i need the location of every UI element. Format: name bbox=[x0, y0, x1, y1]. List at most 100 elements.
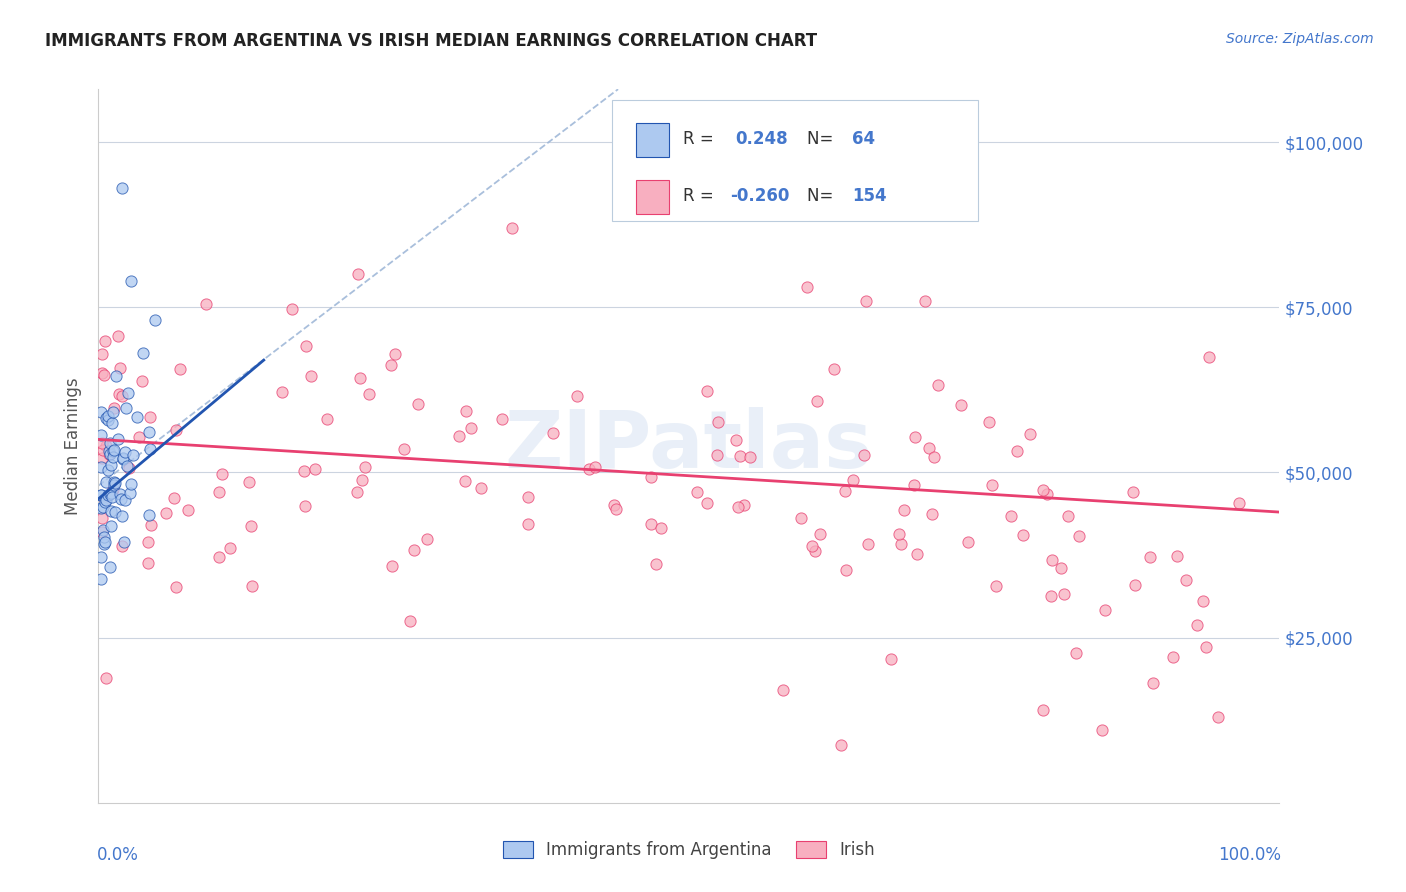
Point bbox=[128, 430, 150, 444]
Point bbox=[111, 389, 134, 403]
Point bbox=[1007, 443, 1029, 458]
Point bbox=[100, 458, 122, 472]
Point bbox=[804, 543, 827, 558]
Point bbox=[399, 614, 422, 628]
Bar bbox=[636, 180, 669, 214]
Point bbox=[808, 526, 831, 541]
Point bbox=[93, 537, 115, 551]
Point bbox=[294, 339, 316, 353]
Point bbox=[91, 450, 114, 465]
Point bbox=[353, 460, 375, 475]
Point bbox=[131, 374, 153, 388]
Point bbox=[98, 486, 121, 500]
Point bbox=[1198, 350, 1220, 364]
Point bbox=[889, 527, 911, 541]
Point bbox=[114, 445, 136, 459]
Point bbox=[1040, 589, 1063, 603]
Point bbox=[281, 302, 304, 317]
Point bbox=[470, 481, 492, 495]
Point bbox=[890, 536, 912, 550]
Point bbox=[104, 505, 127, 519]
Point bbox=[1195, 640, 1218, 655]
Point bbox=[98, 447, 121, 461]
Point bbox=[105, 368, 128, 383]
Point bbox=[107, 432, 129, 446]
Point bbox=[103, 450, 125, 464]
Point bbox=[605, 502, 627, 516]
Point bbox=[1227, 496, 1250, 510]
Point bbox=[91, 366, 114, 380]
Point bbox=[1125, 577, 1147, 591]
Point bbox=[380, 358, 402, 372]
Point bbox=[97, 463, 120, 477]
Point bbox=[893, 503, 915, 517]
Point bbox=[103, 443, 125, 458]
Point bbox=[1064, 646, 1087, 660]
Point bbox=[90, 500, 112, 515]
Point bbox=[90, 404, 112, 418]
Point bbox=[93, 368, 115, 382]
Point bbox=[103, 478, 125, 492]
Point bbox=[94, 439, 117, 453]
Point bbox=[100, 519, 122, 533]
Point bbox=[100, 485, 122, 500]
Point bbox=[127, 410, 149, 425]
Point bbox=[118, 485, 141, 500]
Point bbox=[111, 539, 134, 553]
Point bbox=[93, 530, 115, 544]
Point bbox=[384, 347, 406, 361]
Point bbox=[301, 368, 323, 383]
Point bbox=[956, 535, 979, 549]
Point bbox=[97, 409, 120, 424]
Point bbox=[567, 388, 589, 402]
Point bbox=[155, 506, 177, 520]
Point bbox=[350, 473, 373, 487]
Point bbox=[97, 488, 120, 502]
Point bbox=[218, 541, 240, 555]
Point bbox=[240, 519, 263, 533]
Point bbox=[136, 556, 159, 570]
Point bbox=[357, 387, 380, 401]
Point bbox=[304, 462, 326, 476]
Point bbox=[696, 496, 718, 510]
Point bbox=[141, 518, 163, 533]
Point bbox=[834, 484, 856, 499]
Point bbox=[454, 404, 477, 418]
Point bbox=[111, 451, 134, 466]
Point bbox=[904, 430, 927, 444]
Point bbox=[138, 508, 160, 522]
Point bbox=[346, 484, 368, 499]
Point bbox=[177, 503, 200, 517]
Point bbox=[94, 494, 117, 508]
Point bbox=[880, 652, 903, 666]
Point bbox=[163, 491, 186, 505]
Point bbox=[94, 334, 117, 349]
Point bbox=[640, 516, 662, 531]
Point bbox=[1192, 594, 1215, 608]
Point bbox=[208, 484, 231, 499]
Point bbox=[138, 535, 160, 549]
Point bbox=[394, 442, 416, 456]
Point bbox=[1142, 676, 1164, 690]
Point bbox=[107, 387, 129, 401]
Point bbox=[101, 444, 124, 458]
Point bbox=[114, 493, 136, 508]
Point bbox=[738, 450, 761, 465]
Bar bbox=[636, 123, 669, 157]
Text: Source: ZipAtlas.com: Source: ZipAtlas.com bbox=[1226, 32, 1374, 46]
Point bbox=[100, 504, 122, 518]
Point bbox=[111, 450, 134, 465]
Point bbox=[166, 580, 188, 594]
Point bbox=[1094, 603, 1116, 617]
Point bbox=[449, 429, 471, 443]
Point bbox=[347, 267, 370, 281]
Point bbox=[169, 362, 191, 376]
Point bbox=[724, 434, 747, 448]
Point bbox=[454, 474, 477, 488]
Point bbox=[800, 539, 823, 553]
Point bbox=[516, 490, 538, 504]
Point bbox=[603, 498, 626, 512]
Point bbox=[856, 537, 879, 551]
Point bbox=[1036, 486, 1059, 500]
Point bbox=[583, 459, 606, 474]
